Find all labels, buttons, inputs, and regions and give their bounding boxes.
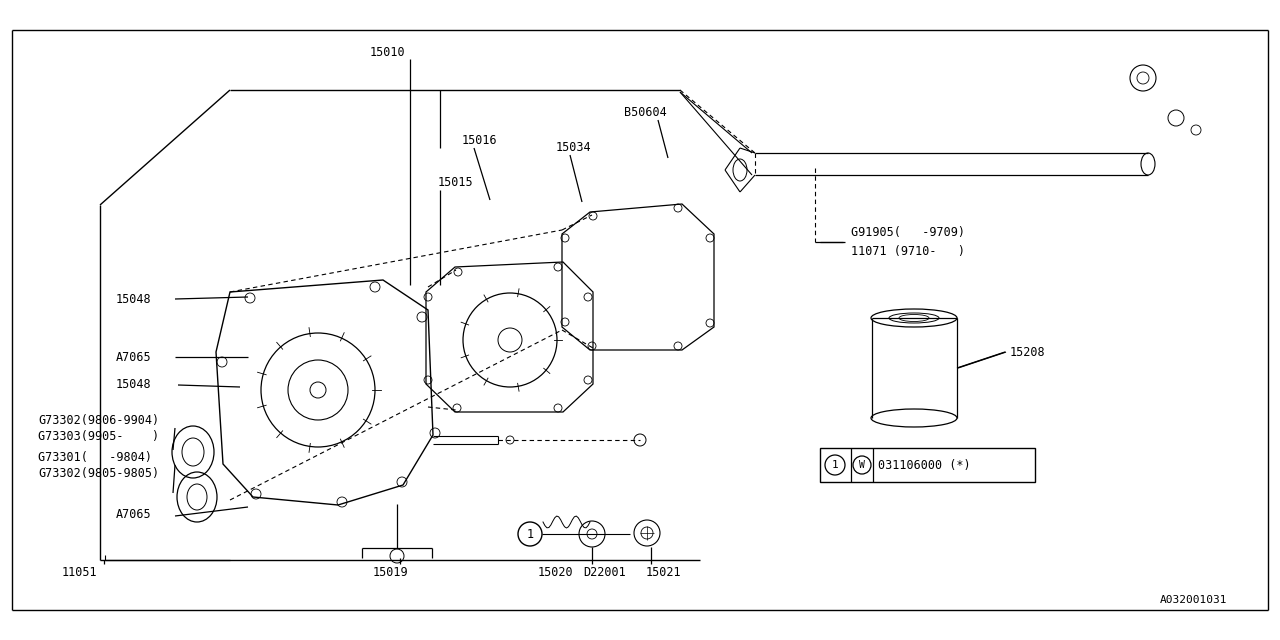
Text: 15048: 15048 [116, 292, 151, 305]
Text: 1: 1 [832, 460, 838, 470]
Text: B50604: B50604 [625, 106, 667, 118]
Text: 031106000 (*): 031106000 (*) [878, 458, 970, 472]
Text: A7065: A7065 [116, 351, 151, 364]
Text: G73303(9905-    ): G73303(9905- ) [38, 429, 159, 442]
Bar [820, 448, 1036, 482]
Text: D22001: D22001 [582, 566, 626, 579]
Text: G73302(9805-9805): G73302(9805-9805) [38, 467, 159, 479]
Text: 15019: 15019 [372, 566, 408, 579]
Text: 15010: 15010 [370, 45, 406, 58]
Text: A032001031: A032001031 [1160, 595, 1228, 605]
Text: W: W [859, 460, 865, 470]
Text: G91905(   -9709): G91905( -9709) [851, 225, 965, 239]
Text: 15021: 15021 [646, 566, 682, 579]
Text: 15015: 15015 [438, 175, 474, 189]
Text: 1: 1 [526, 527, 534, 541]
Text: 11071 (9710-   ): 11071 (9710- ) [851, 244, 965, 257]
Text: 15020: 15020 [538, 566, 573, 579]
Text: 15048: 15048 [116, 378, 151, 390]
Text: 15034: 15034 [556, 141, 591, 154]
Text: 15208: 15208 [1010, 346, 1046, 358]
Text: 15016: 15016 [462, 134, 498, 147]
Text: A7065: A7065 [116, 508, 151, 520]
Text: G73301(   -9804): G73301( -9804) [38, 451, 152, 463]
Text: G73302(9806-9904): G73302(9806-9904) [38, 413, 159, 426]
Text: 11051: 11051 [61, 566, 97, 579]
